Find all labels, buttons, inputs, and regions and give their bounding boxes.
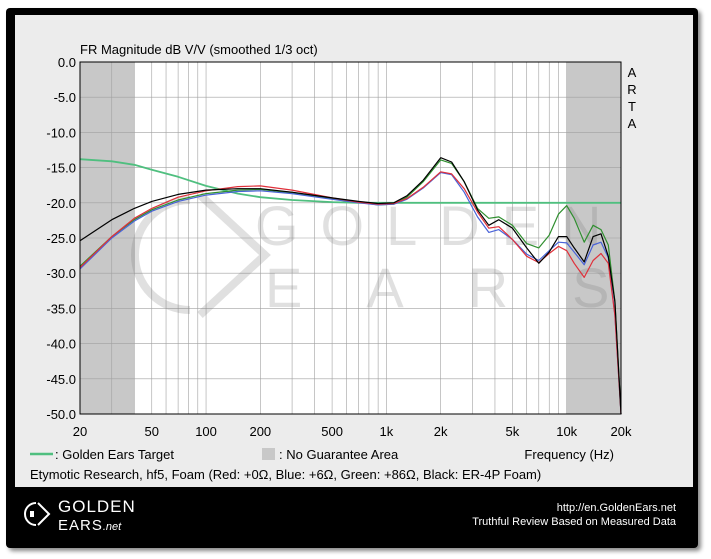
plot-border	[79, 61, 622, 415]
watermark-line1: GOLDEN	[255, 194, 624, 257]
x-axis-label: Frequency (Hz)	[524, 447, 614, 462]
legend-label-target: : Golden Ears Target	[55, 447, 174, 462]
y-tick-label: 0.0	[58, 55, 76, 70]
x-tick-label: 10k	[556, 424, 577, 439]
side-label-letter: T	[628, 99, 636, 114]
golden-ears-logo-icon	[24, 502, 51, 526]
x-tick-label: 1k	[380, 424, 394, 439]
y-tick-label: -10.0	[46, 125, 76, 140]
watermark-logo-chevron	[197, 192, 271, 318]
y-tick-label: -45.0	[46, 372, 76, 387]
x-tick-label: 5k	[506, 424, 520, 439]
x-tick-label: 500	[321, 424, 343, 439]
footer-tagline: Truthful Review Based on Measured Data	[472, 516, 676, 528]
legend: : Golden Ears Target : No Guarantee Area	[30, 447, 399, 462]
x-tick-label: 20k	[611, 424, 632, 439]
chart-caption: Etymotic Research, hf5, Foam (Red: +0Ω, …	[30, 467, 541, 482]
series-group	[79, 157, 622, 415]
chart-title: FR Magnitude dB V/V (smoothed 1/3 oct)	[80, 42, 318, 57]
watermark-line2: EARS	[265, 256, 674, 319]
side-label-letter: A	[628, 65, 637, 80]
footer-info: http://en.GoldenEars.net Truthful Review…	[472, 501, 676, 529]
y-tick-label: -50.0	[46, 407, 76, 422]
y-tick-label: -30.0	[46, 266, 76, 281]
side-label-letter: R	[627, 82, 636, 97]
footer-logo-line1: GOLDEN	[58, 497, 136, 516]
x-tick-label: 100	[195, 424, 217, 439]
series-line-target	[79, 158, 621, 204]
y-tick-label: -25.0	[46, 231, 76, 246]
series-line-black	[79, 157, 622, 415]
chart-panel: GOLDEN EARS FR Magnitude dB V/V (smoothed …	[15, 15, 693, 487]
y-tick-label: -40.0	[46, 337, 76, 352]
series-line-red	[79, 171, 622, 415]
y-tick-label: -35.0	[46, 301, 76, 316]
y-tick-label: -20.0	[46, 196, 76, 211]
footer-logo-line2: EARS	[58, 517, 103, 534]
series-line-blue	[79, 171, 622, 415]
x-tick-label: 2k	[434, 424, 448, 439]
x-tick-label: 200	[249, 424, 271, 439]
legend-swatch-no-guarantee	[262, 448, 275, 460]
footer-logo-suffix: .net	[102, 521, 122, 533]
y-tick-label: -15.0	[46, 161, 76, 176]
x-tick-label: 50	[145, 424, 159, 439]
x-tick-label: 20	[73, 424, 87, 439]
footer-url[interactable]: http://en.GoldenEars.net	[556, 502, 676, 514]
y-tick-label: -5.0	[54, 90, 76, 105]
legend-label-no-guarantee: : No Guarantee Area	[279, 447, 399, 462]
side-label-letter: A	[628, 116, 637, 131]
